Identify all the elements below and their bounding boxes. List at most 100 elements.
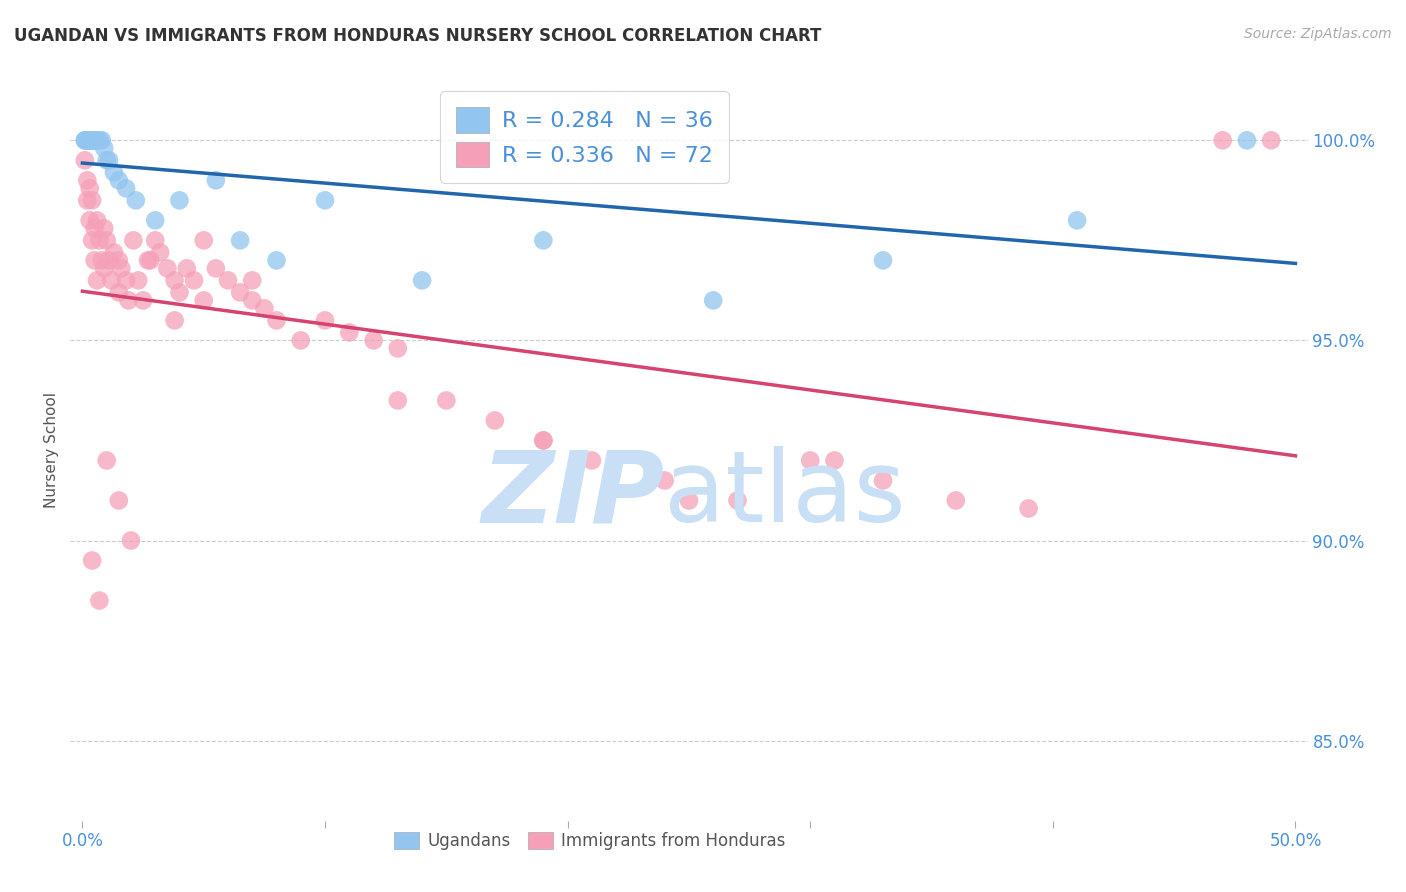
Point — [93, 261, 115, 276]
Point — [83, 133, 105, 147]
Point — [205, 261, 228, 276]
Point — [229, 285, 252, 300]
Point — [169, 194, 191, 208]
Point — [337, 326, 360, 340]
Point — [387, 393, 409, 408]
Point — [163, 313, 186, 327]
Point — [86, 213, 108, 227]
Point — [83, 253, 105, 268]
Point — [108, 253, 131, 268]
Point — [76, 133, 98, 147]
Point — [136, 253, 159, 268]
Point — [176, 261, 198, 276]
Point — [108, 173, 131, 187]
Text: ZIP: ZIP — [481, 446, 664, 543]
Point — [183, 273, 205, 287]
Text: UGANDAN VS IMMIGRANTS FROM HONDURAS NURSERY SCHOOL CORRELATION CHART: UGANDAN VS IMMIGRANTS FROM HONDURAS NURS… — [14, 27, 821, 45]
Point — [678, 493, 700, 508]
Point — [82, 194, 104, 208]
Point — [115, 273, 138, 287]
Point — [82, 133, 104, 147]
Point — [205, 173, 228, 187]
Point — [531, 434, 554, 448]
Point — [156, 261, 179, 276]
Point — [86, 273, 108, 287]
Point — [82, 133, 104, 147]
Point — [149, 245, 172, 260]
Point — [122, 233, 145, 247]
Point — [76, 133, 98, 147]
Point — [727, 493, 749, 508]
Point — [581, 453, 603, 467]
Point — [290, 334, 312, 348]
Point — [193, 293, 215, 308]
Point — [90, 253, 112, 268]
Point — [143, 233, 166, 247]
Point — [266, 313, 288, 327]
Legend: Ugandans, Immigrants from Honduras: Ugandans, Immigrants from Honduras — [388, 825, 792, 856]
Point — [82, 133, 104, 147]
Point — [163, 273, 186, 287]
Point — [1066, 213, 1088, 227]
Point — [139, 253, 162, 268]
Point — [434, 393, 457, 408]
Point — [76, 173, 98, 187]
Point — [314, 313, 336, 327]
Point — [266, 253, 288, 268]
Point — [98, 253, 121, 268]
Point — [89, 233, 111, 247]
Point — [96, 233, 118, 247]
Point — [89, 593, 111, 607]
Point — [96, 153, 118, 168]
Point — [387, 342, 409, 356]
Point — [127, 273, 149, 287]
Point — [143, 213, 166, 227]
Point — [132, 293, 155, 308]
Point — [93, 221, 115, 235]
Point — [654, 474, 676, 488]
Point — [229, 233, 252, 247]
Point — [253, 301, 276, 316]
Point — [120, 533, 142, 548]
Point — [79, 181, 101, 195]
Point — [799, 453, 821, 467]
Point — [103, 245, 125, 260]
Point — [824, 453, 846, 467]
Point — [169, 285, 191, 300]
Point — [93, 141, 115, 155]
Point — [702, 293, 724, 308]
Point — [872, 253, 894, 268]
Point — [531, 233, 554, 247]
Point — [79, 133, 101, 147]
Point — [363, 334, 385, 348]
Point — [82, 233, 104, 247]
Point — [240, 273, 263, 287]
Point — [240, 293, 263, 308]
Point — [79, 133, 101, 147]
Point — [73, 133, 96, 147]
Point — [76, 133, 98, 147]
Point — [125, 194, 148, 208]
Point — [314, 194, 336, 208]
Point — [96, 453, 118, 467]
Point — [89, 133, 111, 147]
Point — [90, 133, 112, 147]
Point — [82, 553, 104, 567]
Y-axis label: Nursery School: Nursery School — [44, 392, 59, 508]
Point — [1212, 133, 1234, 147]
Point — [100, 273, 122, 287]
Point — [117, 293, 139, 308]
Point — [1260, 133, 1282, 147]
Text: atlas: atlas — [664, 446, 905, 543]
Point — [73, 133, 96, 147]
Point — [103, 165, 125, 179]
Point — [98, 153, 121, 168]
Point — [83, 221, 105, 235]
Point — [193, 233, 215, 247]
Point — [872, 474, 894, 488]
Point — [79, 133, 101, 147]
Point — [1236, 133, 1258, 147]
Point — [110, 261, 132, 276]
Point — [79, 213, 101, 227]
Point — [86, 133, 108, 147]
